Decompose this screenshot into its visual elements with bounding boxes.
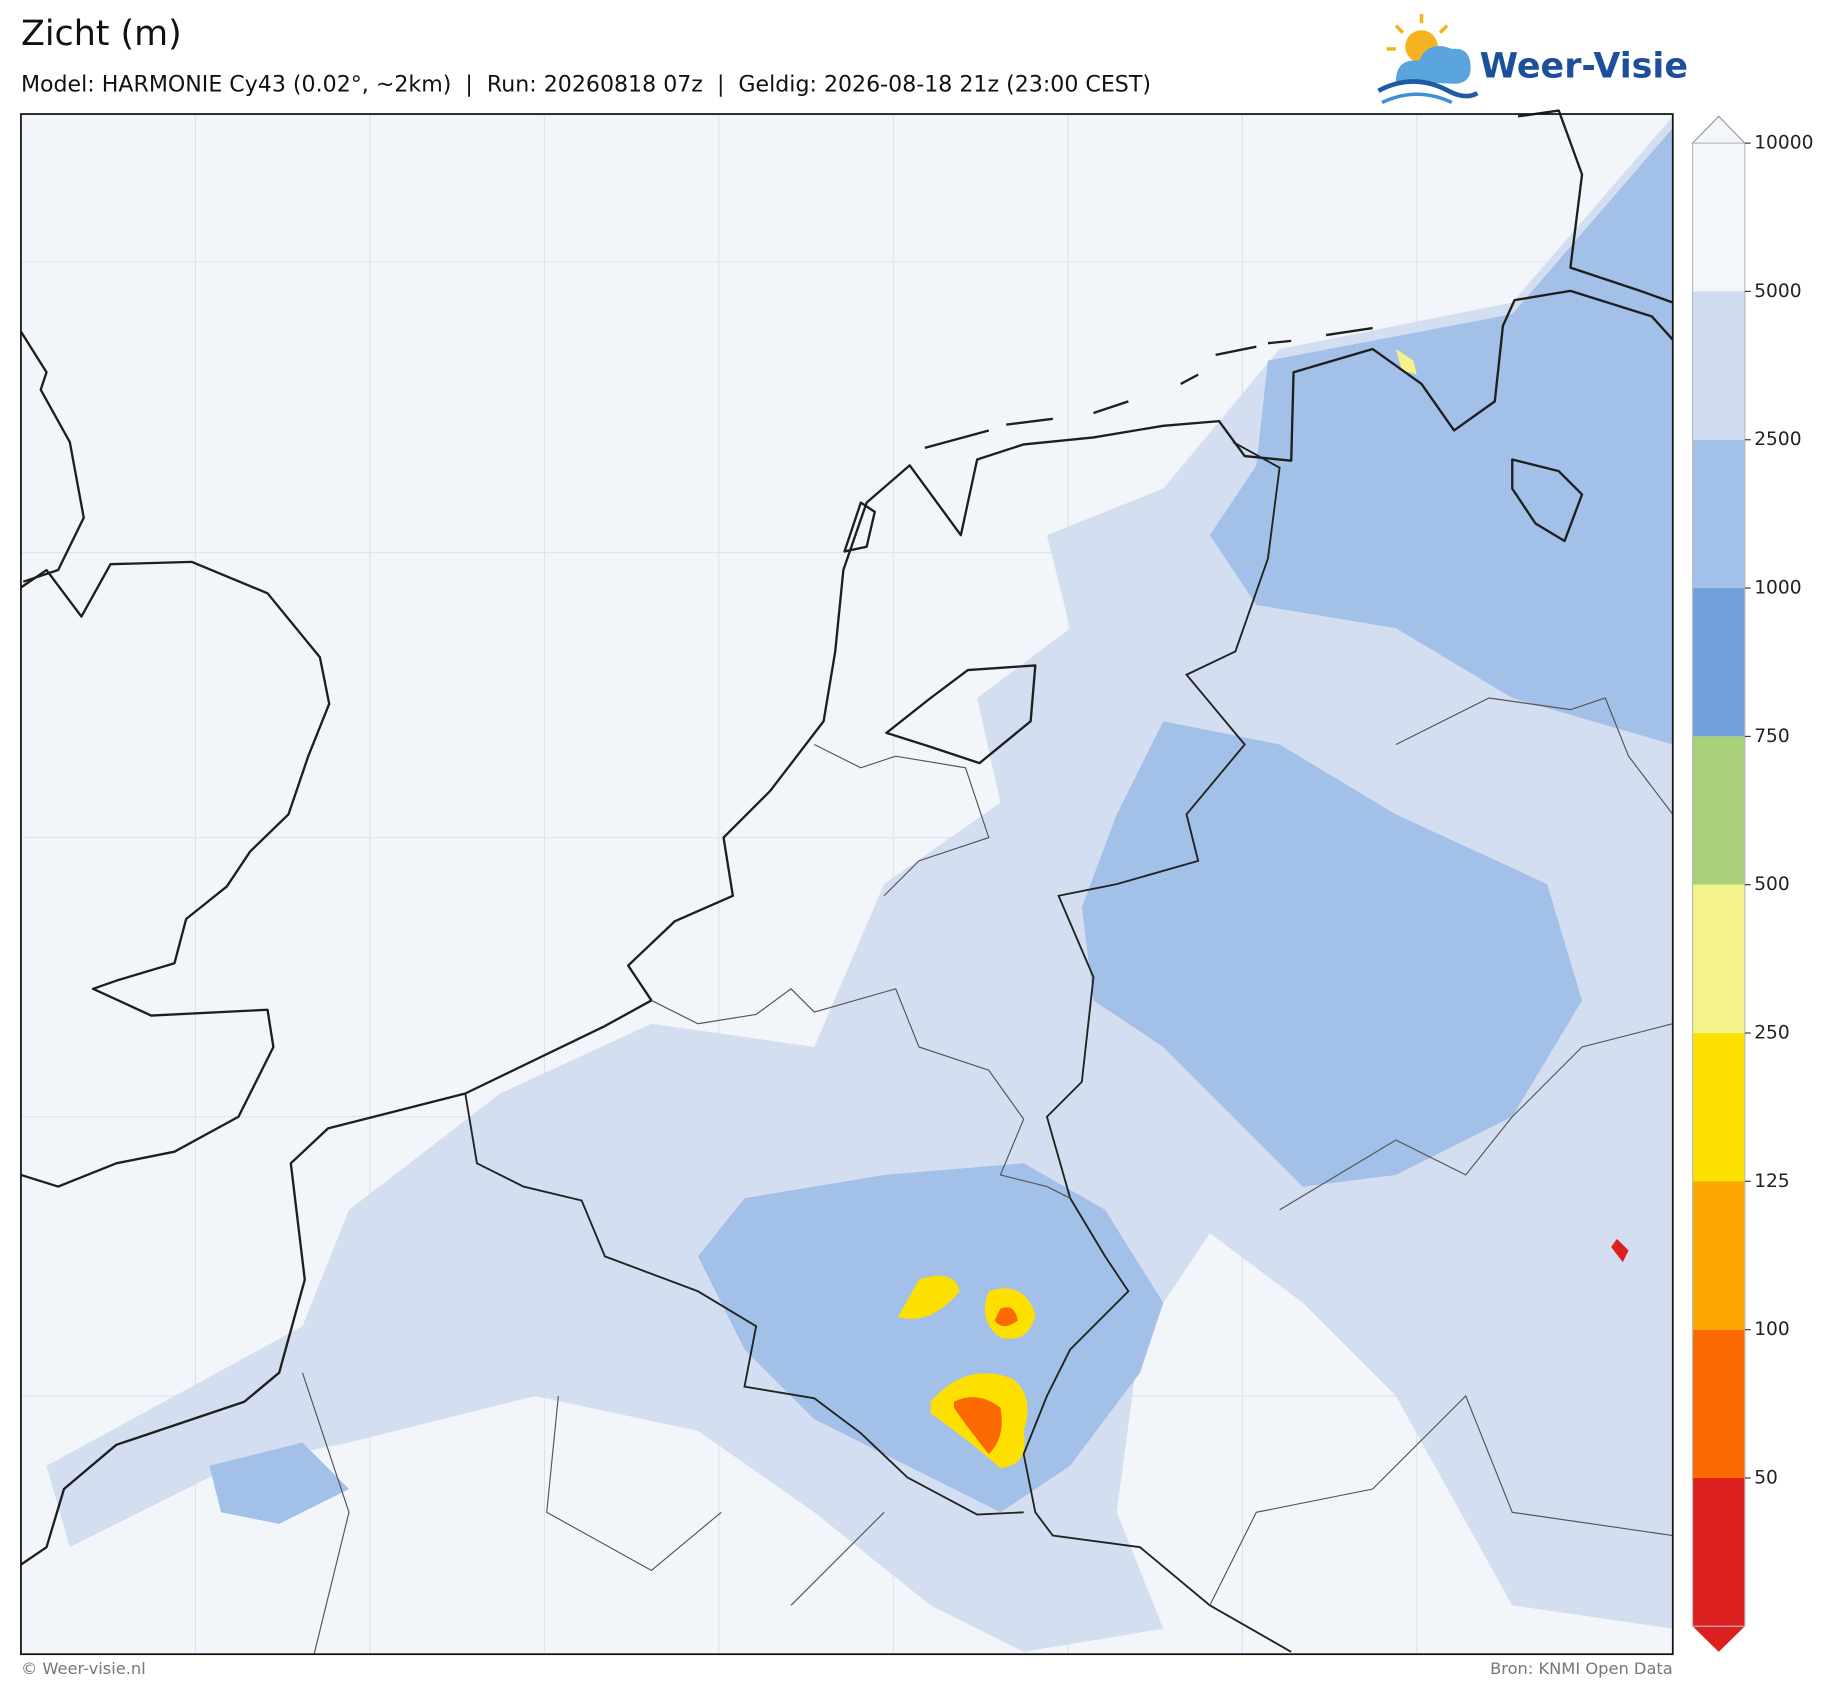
colorbar-band — [1692, 1329, 1745, 1478]
colorbar-band — [1692, 1033, 1745, 1182]
map — [19, 109, 1674, 1656]
logo-text: Weer-Visie — [1480, 47, 1688, 87]
colorbar-band — [1692, 588, 1745, 737]
colorbar-extension — [1692, 1477, 1745, 1652]
colorbar-tick-label: 10000 — [1754, 133, 1813, 154]
colorbar-band — [1692, 884, 1745, 1034]
colorbar-band — [1692, 736, 1745, 885]
subtitle: Model: HARMONIE Cy43 (0.02°, ~2km) | Run… — [21, 71, 1151, 97]
footer-left: © Weer-visie.nl — [21, 1659, 146, 1678]
colorbar-tick-label: 500 — [1754, 874, 1790, 895]
title: Zicht (m) — [21, 14, 182, 54]
colorbar-tick-label: 750 — [1754, 726, 1790, 747]
colorbar-tick-label: 1000 — [1754, 578, 1801, 599]
colorbar-tick-label: 100 — [1754, 1319, 1790, 1340]
colorbar-tick-label: 50 — [1754, 1467, 1778, 1488]
colorbar-tick-label: 5000 — [1754, 281, 1801, 302]
borders — [301, 441, 1674, 1655]
colorbar-extension — [1691, 115, 1747, 144]
coastlines — [19, 109, 1674, 1566]
colorbar-band — [1692, 1181, 1745, 1330]
visibility-field — [46, 116, 1673, 1652]
colorbar-tick-label: 125 — [1754, 1171, 1790, 1192]
footer-right: Bron: KNMI Open Data — [1490, 1659, 1673, 1678]
colorbar-band — [1692, 439, 1745, 589]
colorbar-tick-label: 250 — [1754, 1023, 1790, 1044]
colorbar-band — [1692, 143, 1745, 292]
colorbar-band — [1692, 291, 1745, 440]
logo-icon — [1377, 13, 1479, 104]
colorbar: 10000 5000 2500 1000 750 500 250 125 100 50 — [1691, 115, 1813, 1652]
colorbar-tick-label: 2500 — [1754, 429, 1801, 450]
